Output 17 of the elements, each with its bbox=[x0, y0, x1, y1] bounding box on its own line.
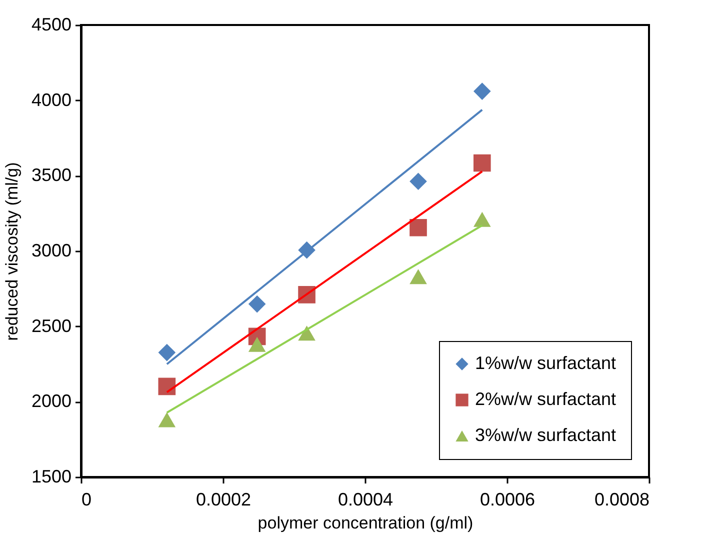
y-tick-label: 2500 bbox=[31, 316, 72, 336]
y-tick-label: 4000 bbox=[31, 90, 72, 110]
legend-label: 1%w/w surfactant bbox=[475, 353, 616, 373]
x-tick-label: 0.0004 bbox=[338, 490, 394, 510]
x-tick-label: 0.0008 bbox=[594, 490, 650, 510]
y-tick-label: 3500 bbox=[31, 165, 72, 186]
x-tick-label: 0.0006 bbox=[480, 490, 536, 510]
x-axis-title: polymer concentration (g/ml) bbox=[258, 514, 474, 532]
y-tick-label: 2000 bbox=[31, 391, 72, 412]
x-tick-label: 0 bbox=[82, 490, 92, 510]
y-tick-label: 1500 bbox=[31, 466, 72, 486]
legend-label: 3%w/w surfactant bbox=[475, 425, 616, 445]
y-tick-label: 3000 bbox=[31, 240, 72, 260]
legend-label: 2%w/w surfactant bbox=[475, 389, 616, 409]
x-tick-label: 0.0002 bbox=[196, 490, 252, 510]
y-tick-label: 4500 bbox=[31, 14, 72, 34]
y-axis-title: reduced viscosity (ml/g) bbox=[2, 162, 22, 341]
